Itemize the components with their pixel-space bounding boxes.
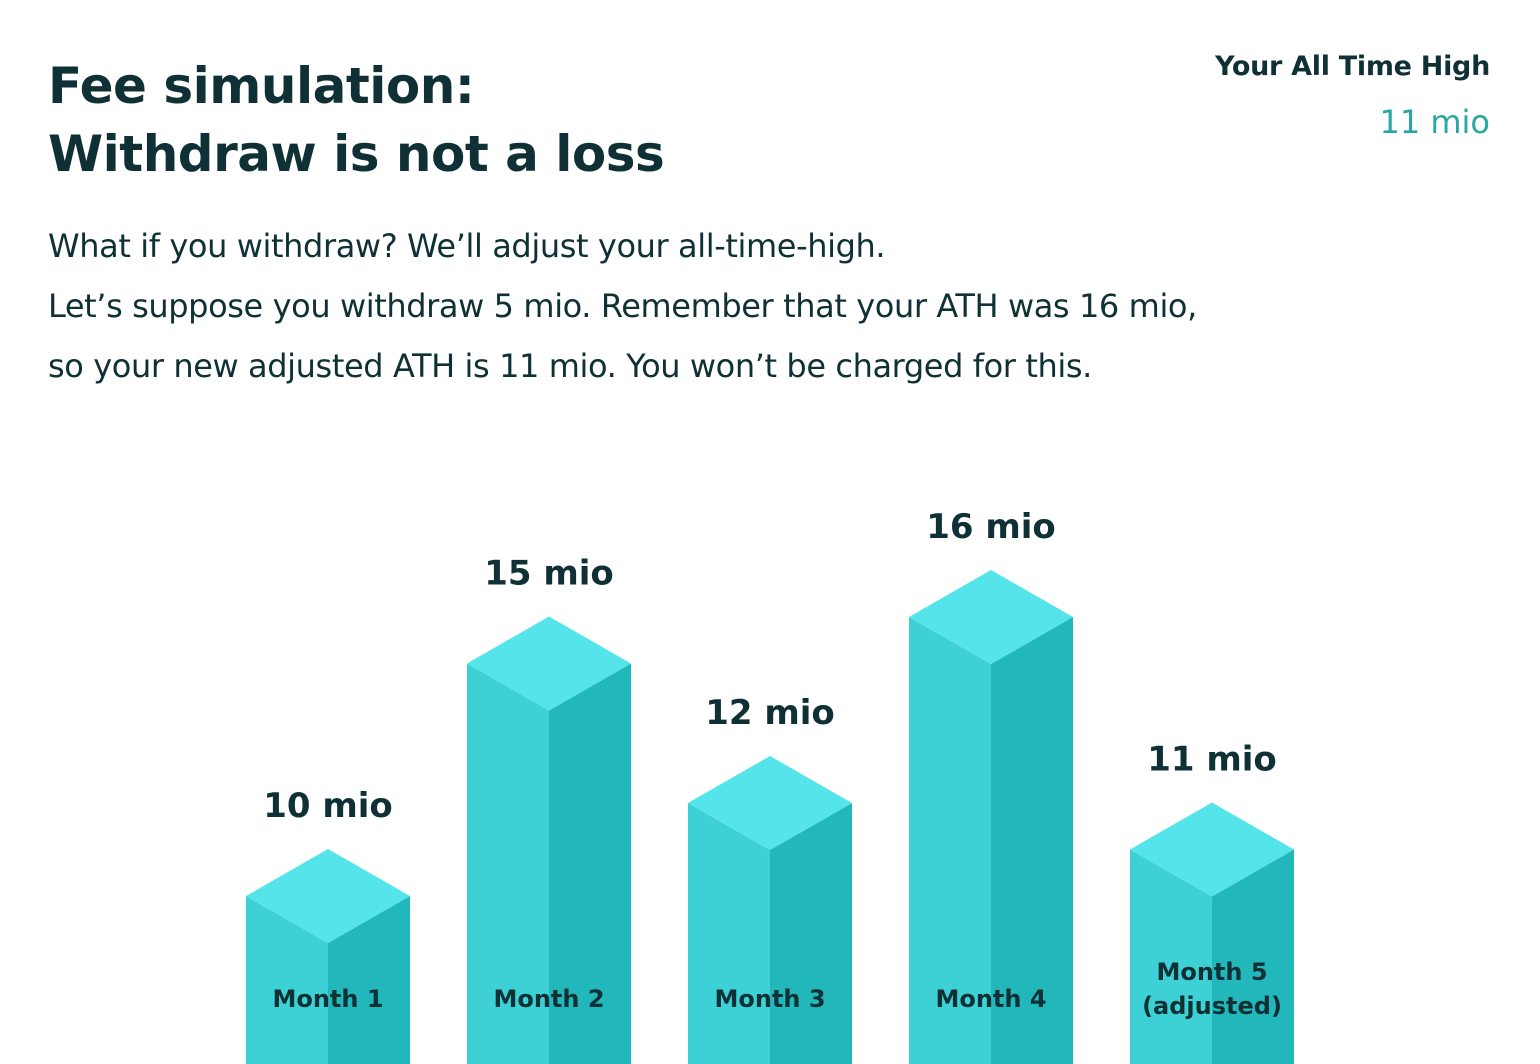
description-line-2: Let’s suppose you withdraw 5 mio. Rememb…: [48, 287, 1197, 325]
bar-top-face: [246, 849, 410, 943]
bar-top-face: [1130, 802, 1294, 897]
bar-category-label: (adjusted): [1142, 992, 1282, 1020]
bar-category-label: Month 2: [493, 985, 604, 1013]
bar-right-face: [1212, 849, 1294, 1064]
page-title-line-1: Fee simulation:: [48, 57, 475, 115]
page-title: Fee simulation: Withdraw is not a loss: [48, 52, 665, 188]
bar-value-label: 15 mio: [484, 554, 614, 594]
all-time-high-value: 11 mio: [1379, 103, 1490, 141]
bar-category-label: Month 3: [714, 985, 825, 1013]
bar-value-label: 12 mio: [705, 693, 835, 733]
page-title-line-2: Withdraw is not a loss: [48, 125, 665, 183]
bar-left-face: [1130, 849, 1212, 1064]
bar-right-face: [549, 663, 631, 1064]
bar-left-face: [467, 663, 549, 1064]
bar-value-label: 11 mio: [1147, 740, 1277, 780]
bar-category-label: Month 1: [272, 985, 383, 1013]
bar-category-label: Month 4: [935, 985, 1046, 1013]
bar-top-face: [909, 570, 1073, 664]
all-time-high-label: Your All Time High: [1215, 51, 1490, 82]
description: What if you withdraw? We’ll adjust your …: [48, 216, 1468, 396]
bar-top-face: [688, 756, 852, 850]
bar-value-label: 10 mio: [263, 786, 393, 826]
bar-top-face: [467, 616, 631, 711]
bar-group: 15 mio Month 2: [467, 554, 631, 1064]
description-line-3: so your new adjusted ATH is 11 mio. You …: [48, 347, 1092, 385]
bar-group: 12 mio Month 3: [688, 693, 852, 1064]
bar-group: 10 mio Month 1: [246, 786, 410, 1064]
bar-left-face: [246, 896, 328, 1064]
bar-left-face: [909, 617, 991, 1064]
bar-group: 11 mio Month 5 (adjusted): [1130, 740, 1294, 1064]
bar-group: 16 mio Month 4: [909, 507, 1073, 1064]
bar-left-face: [688, 803, 770, 1064]
bar-value-label: 16 mio: [926, 507, 1056, 547]
all-time-high-panel: Your All Time High 11 mio: [1215, 48, 1490, 142]
bar-right-face: [328, 896, 410, 1064]
bar-category-label: Month 5: [1156, 958, 1267, 986]
description-line-1: What if you withdraw? We’ll adjust your …: [48, 227, 886, 265]
bar-right-face: [770, 803, 852, 1064]
bar-right-face: [991, 617, 1073, 1064]
